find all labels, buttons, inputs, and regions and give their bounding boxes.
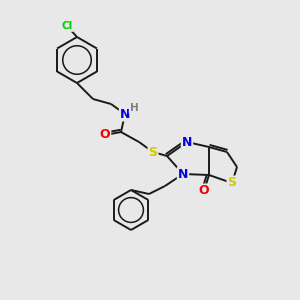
Text: N: N [120, 107, 130, 121]
Text: O: O [100, 128, 110, 142]
Text: N: N [178, 167, 188, 181]
Text: Cl: Cl [61, 21, 73, 31]
Text: O: O [199, 184, 209, 197]
Text: S: S [227, 176, 236, 190]
Text: N: N [182, 136, 192, 148]
Text: S: S [148, 146, 158, 158]
Text: H: H [130, 103, 138, 113]
